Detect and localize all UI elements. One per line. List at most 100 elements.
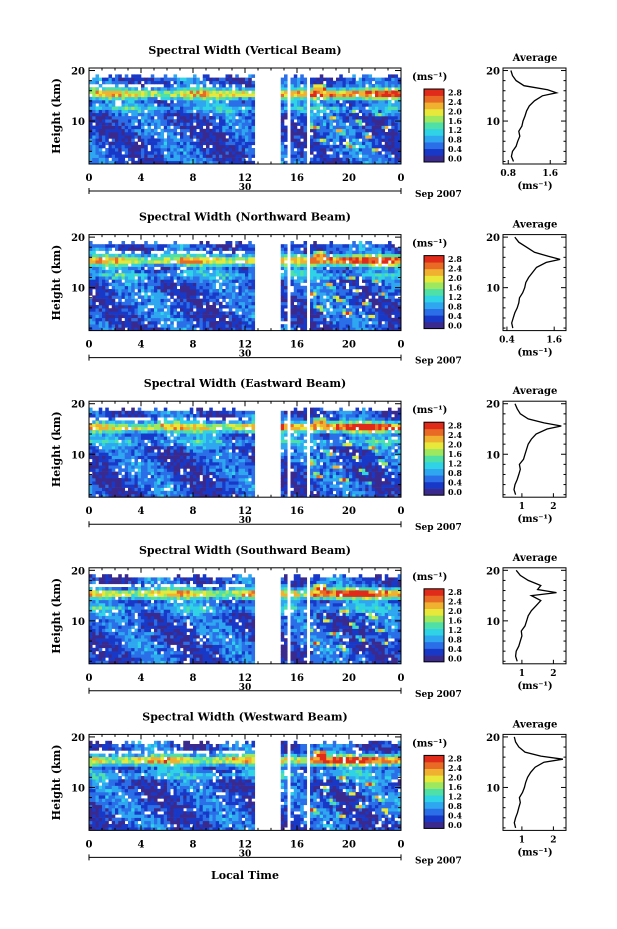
heatmap-cell [128,269,132,274]
heatmap-cell [219,301,223,306]
heatmap-cell [89,90,93,94]
heatmap-cell [98,430,103,434]
heatmap-cell [248,80,252,85]
heatmap-cell [362,112,366,117]
heatmap-cell [124,436,129,440]
heatmap-cell [329,279,334,283]
heatmap-cell [355,285,360,290]
heatmap-cell [368,282,373,287]
heatmap-cell [297,157,301,162]
heatmap-cell [235,141,239,146]
heatmap-cell [241,305,246,309]
heatmap-cell [163,317,168,322]
heatmap-cell [339,257,343,261]
heatmap-cell [134,301,139,306]
heatmap-cell [124,106,129,110]
heatmap-cell [141,138,145,142]
heatmap-cell [381,250,386,255]
heatmap-cell [180,289,184,293]
heatmap-cell [180,106,184,110]
heatmap-cell [134,116,139,120]
heatmap-cell [394,144,399,149]
heatmap-cell [241,292,246,296]
heatmap-cell [128,301,132,306]
heatmap-cell [202,314,207,319]
heatmap-cell [111,77,116,82]
heatmap-cell [141,128,145,133]
heatmap-cell [199,122,204,126]
heatmap-cell [105,103,109,107]
heatmap-cell [128,116,132,120]
heatmap-cell [378,80,382,85]
heatmap-cell [128,478,132,482]
heatmap-cell [180,285,184,290]
heatmap-cell [108,135,113,139]
heatmap-cell [202,327,207,331]
heatmap-cell [362,295,366,299]
heatmap-cell [89,266,93,271]
heatmap-cell [167,93,171,98]
heatmap-cell [124,74,129,78]
heatmap-cell [228,311,233,315]
heatmap-cell [326,276,330,280]
heatmap-cell [189,154,194,158]
heatmap-cell [186,279,191,283]
heatmap-cell [196,93,200,98]
heatmap-cell [150,276,155,280]
heatmap-cell [371,266,376,271]
heatmap-cell [345,308,350,312]
heatmap-cell [375,266,379,271]
heatmap-cell [225,157,230,162]
heatmap-cell [228,141,233,146]
heatmap-cell [115,301,119,306]
heatmap-cell [329,132,334,136]
heatmap-cell [251,295,256,299]
heatmap-cell [124,135,129,139]
heatmap-cell [365,305,369,309]
heatmap-cell [131,116,135,120]
heatmap-cell [176,282,181,287]
heatmap-cell [251,244,256,248]
heatmap-cell [248,160,252,164]
heatmap-cell [118,458,122,463]
heatmap-cell [183,109,187,114]
colorbar-swatch [424,155,444,163]
heatmap-cell [137,292,142,296]
heatmap-cell [219,128,223,133]
heatmap-cell [206,112,210,117]
heatmap-cell [163,128,168,133]
heatmap-cell [397,96,401,101]
heatmap-cell [349,292,353,296]
heatmap-cell [215,244,220,248]
heatmap-cell [108,119,113,123]
heatmap-cell [329,298,334,303]
heatmap-cell [92,436,96,440]
heatmap-cell [355,269,360,274]
heatmap-cell [319,125,324,130]
heatmap-cell [290,250,295,255]
heatmap-cell [150,324,155,328]
heatmap-cell [241,160,246,164]
heatmap-cell [147,106,152,110]
heatmap-cell [157,141,161,146]
heatmap-cell [141,295,145,299]
heatmap-cell [245,247,249,251]
heatmap-cell [134,327,139,331]
heatmap-cell [170,314,174,319]
heatmap-cell [336,292,340,296]
heatmap-cell [332,247,337,251]
colorbar-swatch [424,288,444,296]
heatmap-cell [202,103,207,107]
heatmap-cell [368,151,373,155]
heatmap-cell [141,93,145,98]
heatmap-cell [388,247,392,251]
heatmap-cell [189,112,194,117]
heatmap-cell [105,285,109,290]
heatmap-cell [319,292,324,296]
heatmap-cell [163,90,168,94]
heatmap-cell [371,132,376,136]
heatmap-cell [196,112,200,117]
heatmap-cell [310,298,314,303]
heatmap-cell [121,468,126,472]
heatmap-cell [189,298,194,303]
